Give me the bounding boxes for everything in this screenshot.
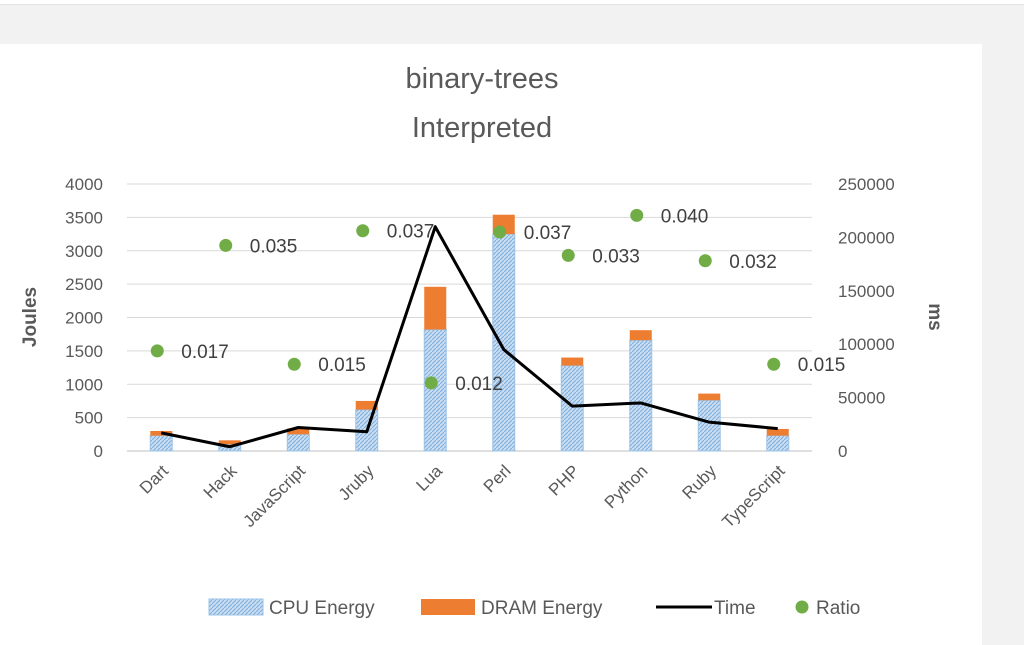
ratio-points: 0.017 0.035 0.015 0.037 0.012 0.037 0.033 0.040… [150,206,846,395]
y2-axis-ticks: 250000 200000 150000 100000 50000 0 [838,175,895,461]
y2-tick-label: 100000 [838,335,895,354]
y2-axis-title: ms [924,303,945,330]
cpu-energy-bar [560,365,584,452]
cpu-energy-bar [492,233,516,452]
x-tick-label: Jruby [335,461,378,504]
ratio-data-label: 0.040 [661,206,709,227]
y-tick-label: 3000 [65,242,103,261]
ratio-point [356,224,370,238]
x-tick-label: Ruby [679,461,721,503]
y2-tick-label: 250000 [838,175,895,194]
y-tick-label: 1500 [65,342,103,361]
legend-swatch-dram [421,599,475,615]
legend-label-time: Time [714,598,756,619]
ratio-data-label: 0.037 [387,222,435,243]
time-series-line [160,225,778,449]
x-tick-label: Lua [413,461,447,495]
bars [149,214,790,452]
legend-label-cpu: CPU Energy [269,598,375,619]
y-tick-label: 2000 [65,309,103,328]
x-tick-label: Dart [136,461,172,497]
y-axis-ticks: 4000 3500 3000 2500 2000 1500 1000 500 0 [65,175,103,461]
y-tick-label: 2500 [65,275,103,294]
ratio-data-label: 0.032 [729,252,777,273]
dram-energy-bar [698,393,721,401]
ratio-data-label: 0.033 [592,246,640,267]
dram-energy-bar [287,428,310,435]
cpu-energy-bar [766,435,790,452]
cpu-energy-bar [286,433,310,452]
legend-swatch-ratio [795,600,809,614]
dram-energy-bar [629,330,652,341]
ratio-point [287,357,301,371]
ratio-point [698,254,712,268]
y-tick-label: 0 [94,442,103,461]
x-tick-label: Hack [200,461,241,502]
y2-tick-label: 0 [838,442,847,461]
x-tick-label: JavaScript [240,461,310,531]
time-line [160,225,778,449]
window-top-strip [0,0,1024,5]
chart-subtitle: Interpreted [412,112,552,144]
ratio-point [767,357,781,371]
ratio-data-label: 0.017 [181,342,229,363]
cpu-energy-bar [629,339,653,452]
ratio-data-label: 0.015 [318,355,366,376]
x-tick-label: TypeScript [718,461,788,531]
ratio-point [561,248,575,262]
ratio-data-label: 0.035 [250,236,298,257]
y-tick-label: 500 [75,409,103,428]
ratio-data-label: 0.015 [798,355,846,376]
legend-label-ratio: Ratio [816,598,860,619]
dram-energy-bar [766,428,789,436]
y2-tick-label: 150000 [838,282,895,301]
cpu-energy-bar [423,329,447,452]
y2-tick-label: 50000 [838,389,885,408]
y2-tick-label: 200000 [838,228,895,247]
ratio-point [219,238,233,252]
dram-energy-bar [355,400,378,410]
chart-area-background [0,44,982,645]
legend-label-dram: DRAM Energy [481,598,603,619]
ratio-point [493,225,507,239]
y-tick-label: 1000 [65,375,103,394]
cpu-energy-bar [149,435,173,452]
ratio-data-label: 0.012 [455,374,503,395]
legend: CPU Energy DRAM Energy Time Ratio [208,598,860,619]
x-tick-label: Python [601,461,652,512]
y-tick-label: 3500 [65,208,103,227]
dram-energy-bar [424,286,447,330]
ratio-point [150,344,164,358]
cpu-energy-bar [697,399,721,452]
x-tick-label: PHP [545,461,583,499]
dram-energy-bar [218,440,241,445]
y-axis-title: Joules [20,287,41,347]
ratio-point [630,208,644,222]
dram-energy-bar [561,357,584,366]
ratio-data-label: 0.037 [524,223,572,244]
ratio-point [424,376,438,390]
x-tick-label: Perl [480,461,515,496]
chart-title: binary-trees [405,63,558,95]
y-tick-label: 4000 [65,175,103,194]
legend-swatch-cpu [208,598,264,616]
